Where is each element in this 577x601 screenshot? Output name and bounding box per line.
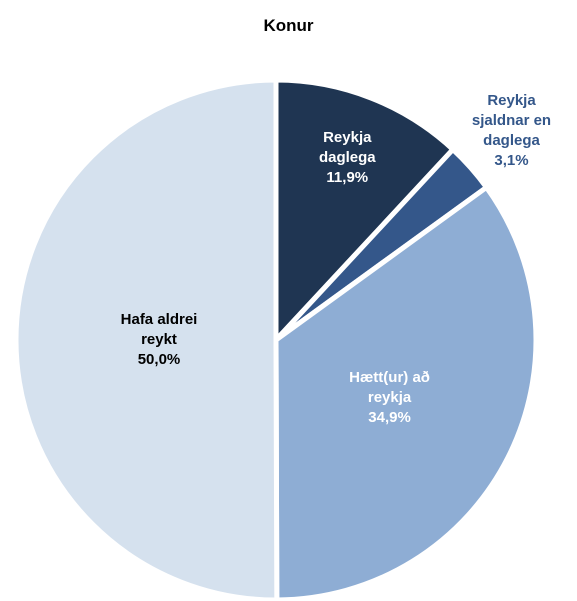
value-label: 34,9% — [368, 408, 411, 426]
category-label: Hætt(ur) að reykja — [349, 368, 430, 406]
pie-slice — [273, 184, 539, 601]
slice-label: Reykja daglega 11,9% — [295, 128, 399, 188]
slice-label: Hætt(ur) að reykja 34,9% — [338, 368, 442, 428]
pie-slice — [273, 77, 456, 343]
value-label: 50,0% — [137, 351, 181, 369]
category-label: Reykja sjaldnar en daglega — [471, 92, 552, 150]
pie-slice — [13, 77, 280, 601]
slice-label: Hafa aldrei reykt 50,0% — [107, 310, 211, 370]
chart-title: Konur — [263, 16, 314, 35]
value-label: 11,9% — [326, 169, 369, 187]
value-label: 3,1% — [494, 152, 529, 170]
category-label: Reykja daglega — [318, 129, 376, 167]
slice-label: Reykja sjaldnar en daglega 3,1% — [460, 91, 564, 171]
category-label: Hafa aldrei reykt — [120, 311, 198, 349]
